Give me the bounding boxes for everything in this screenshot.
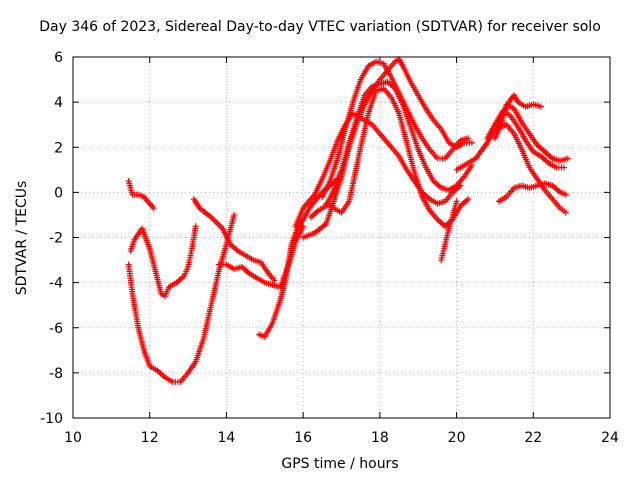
- x-tick-label: 18: [371, 430, 389, 446]
- data-point: [562, 209, 569, 216]
- chart-title: Day 346 of 2023, Sidereal Day-to-day VTE…: [39, 19, 601, 35]
- data-point: [231, 211, 238, 218]
- y-tick-label: 6: [54, 50, 63, 66]
- y-tick-label: 2: [54, 140, 63, 156]
- plot-frame: [72, 56, 611, 419]
- x-tick-label: 22: [524, 430, 542, 446]
- y-tick-label: 0: [54, 185, 63, 201]
- series-track3: [125, 211, 238, 385]
- data-point: [564, 155, 571, 162]
- data-point: [468, 139, 475, 146]
- x-tick-label: 20: [448, 430, 466, 446]
- data-point: [453, 198, 460, 205]
- data-point: [560, 164, 567, 171]
- data-point: [465, 196, 472, 203]
- y-tick-label: -8: [49, 366, 63, 382]
- series-track2: [127, 223, 199, 300]
- x-tick-label: 12: [141, 430, 159, 446]
- y-tick-label: -6: [49, 321, 63, 337]
- y-tick-label: -10: [40, 411, 63, 427]
- x-tick-label: 10: [64, 430, 82, 446]
- series-track17: [495, 180, 569, 205]
- x-tick-label: 24: [601, 430, 619, 446]
- series-track16: [491, 121, 569, 216]
- data-point: [150, 205, 157, 212]
- data-points: [125, 56, 571, 385]
- x-tick-label: 16: [294, 430, 312, 446]
- series-track4: [190, 196, 278, 284]
- x-tick-label: 14: [218, 430, 236, 446]
- data-point: [465, 135, 472, 142]
- y-tick-label: -2: [49, 231, 63, 247]
- y-tick-label: 4: [54, 95, 63, 111]
- data-point: [192, 223, 199, 230]
- x-axis-label: GPS time / hours: [281, 456, 399, 472]
- series-track14: [484, 108, 567, 171]
- series-track11: [323, 85, 472, 230]
- data-point: [537, 103, 544, 110]
- y-tick-label: -4: [49, 276, 63, 292]
- series-track1: [125, 178, 157, 212]
- series-track10: [319, 58, 472, 200]
- series-track12: [438, 198, 460, 264]
- y-axis-label: SDTVAR / TECUs: [14, 180, 30, 296]
- series-track15: [491, 101, 571, 164]
- grid: [73, 57, 610, 418]
- data-point: [562, 191, 569, 198]
- data-point: [271, 277, 278, 284]
